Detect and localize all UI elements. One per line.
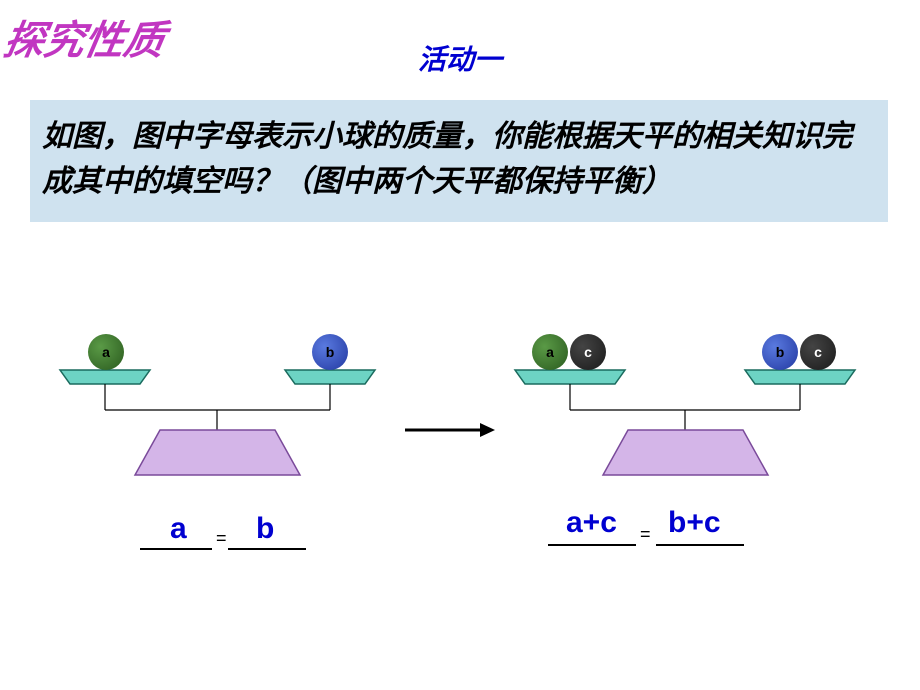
ball-label: c bbox=[814, 344, 822, 360]
ball-a-left: a bbox=[88, 334, 124, 370]
arrow-icon bbox=[400, 415, 500, 445]
eq-left-rhs: b bbox=[256, 512, 274, 546]
ball-label: c bbox=[584, 344, 592, 360]
ball-c-rightL: c bbox=[570, 334, 606, 370]
eq-left-lhs-line bbox=[140, 548, 212, 550]
eq-left-equals: = bbox=[216, 528, 227, 549]
eq-right-equals: = bbox=[640, 524, 651, 545]
diagram-area: a b a c b c bbox=[0, 300, 920, 560]
ball-a-right: a bbox=[532, 334, 568, 370]
ball-b-right: b bbox=[762, 334, 798, 370]
eq-left-lhs: a bbox=[170, 512, 187, 546]
ball-label: b bbox=[776, 344, 785, 360]
ball-label: a bbox=[546, 344, 554, 360]
eq-left-rhs-line bbox=[228, 548, 306, 550]
eq-right-lhs-line bbox=[548, 544, 636, 546]
question-box: 如图，图中字母表示小球的质量，你能根据天平的相关知识完成其中的填空吗？（图中两个… bbox=[30, 100, 888, 222]
activity-label: 活动一 bbox=[418, 38, 502, 78]
ball-label: b bbox=[326, 344, 335, 360]
eq-right-rhs: b+c bbox=[668, 506, 721, 540]
eq-right-lhs: a+c bbox=[566, 506, 617, 540]
ball-c-rightR: c bbox=[800, 334, 836, 370]
right-balance bbox=[500, 300, 880, 500]
left-balance bbox=[40, 300, 400, 500]
title-corner: 探究性质 bbox=[0, 8, 170, 66]
ball-label: a bbox=[102, 344, 110, 360]
eq-right-rhs-line bbox=[656, 544, 744, 546]
ball-b-left: b bbox=[312, 334, 348, 370]
